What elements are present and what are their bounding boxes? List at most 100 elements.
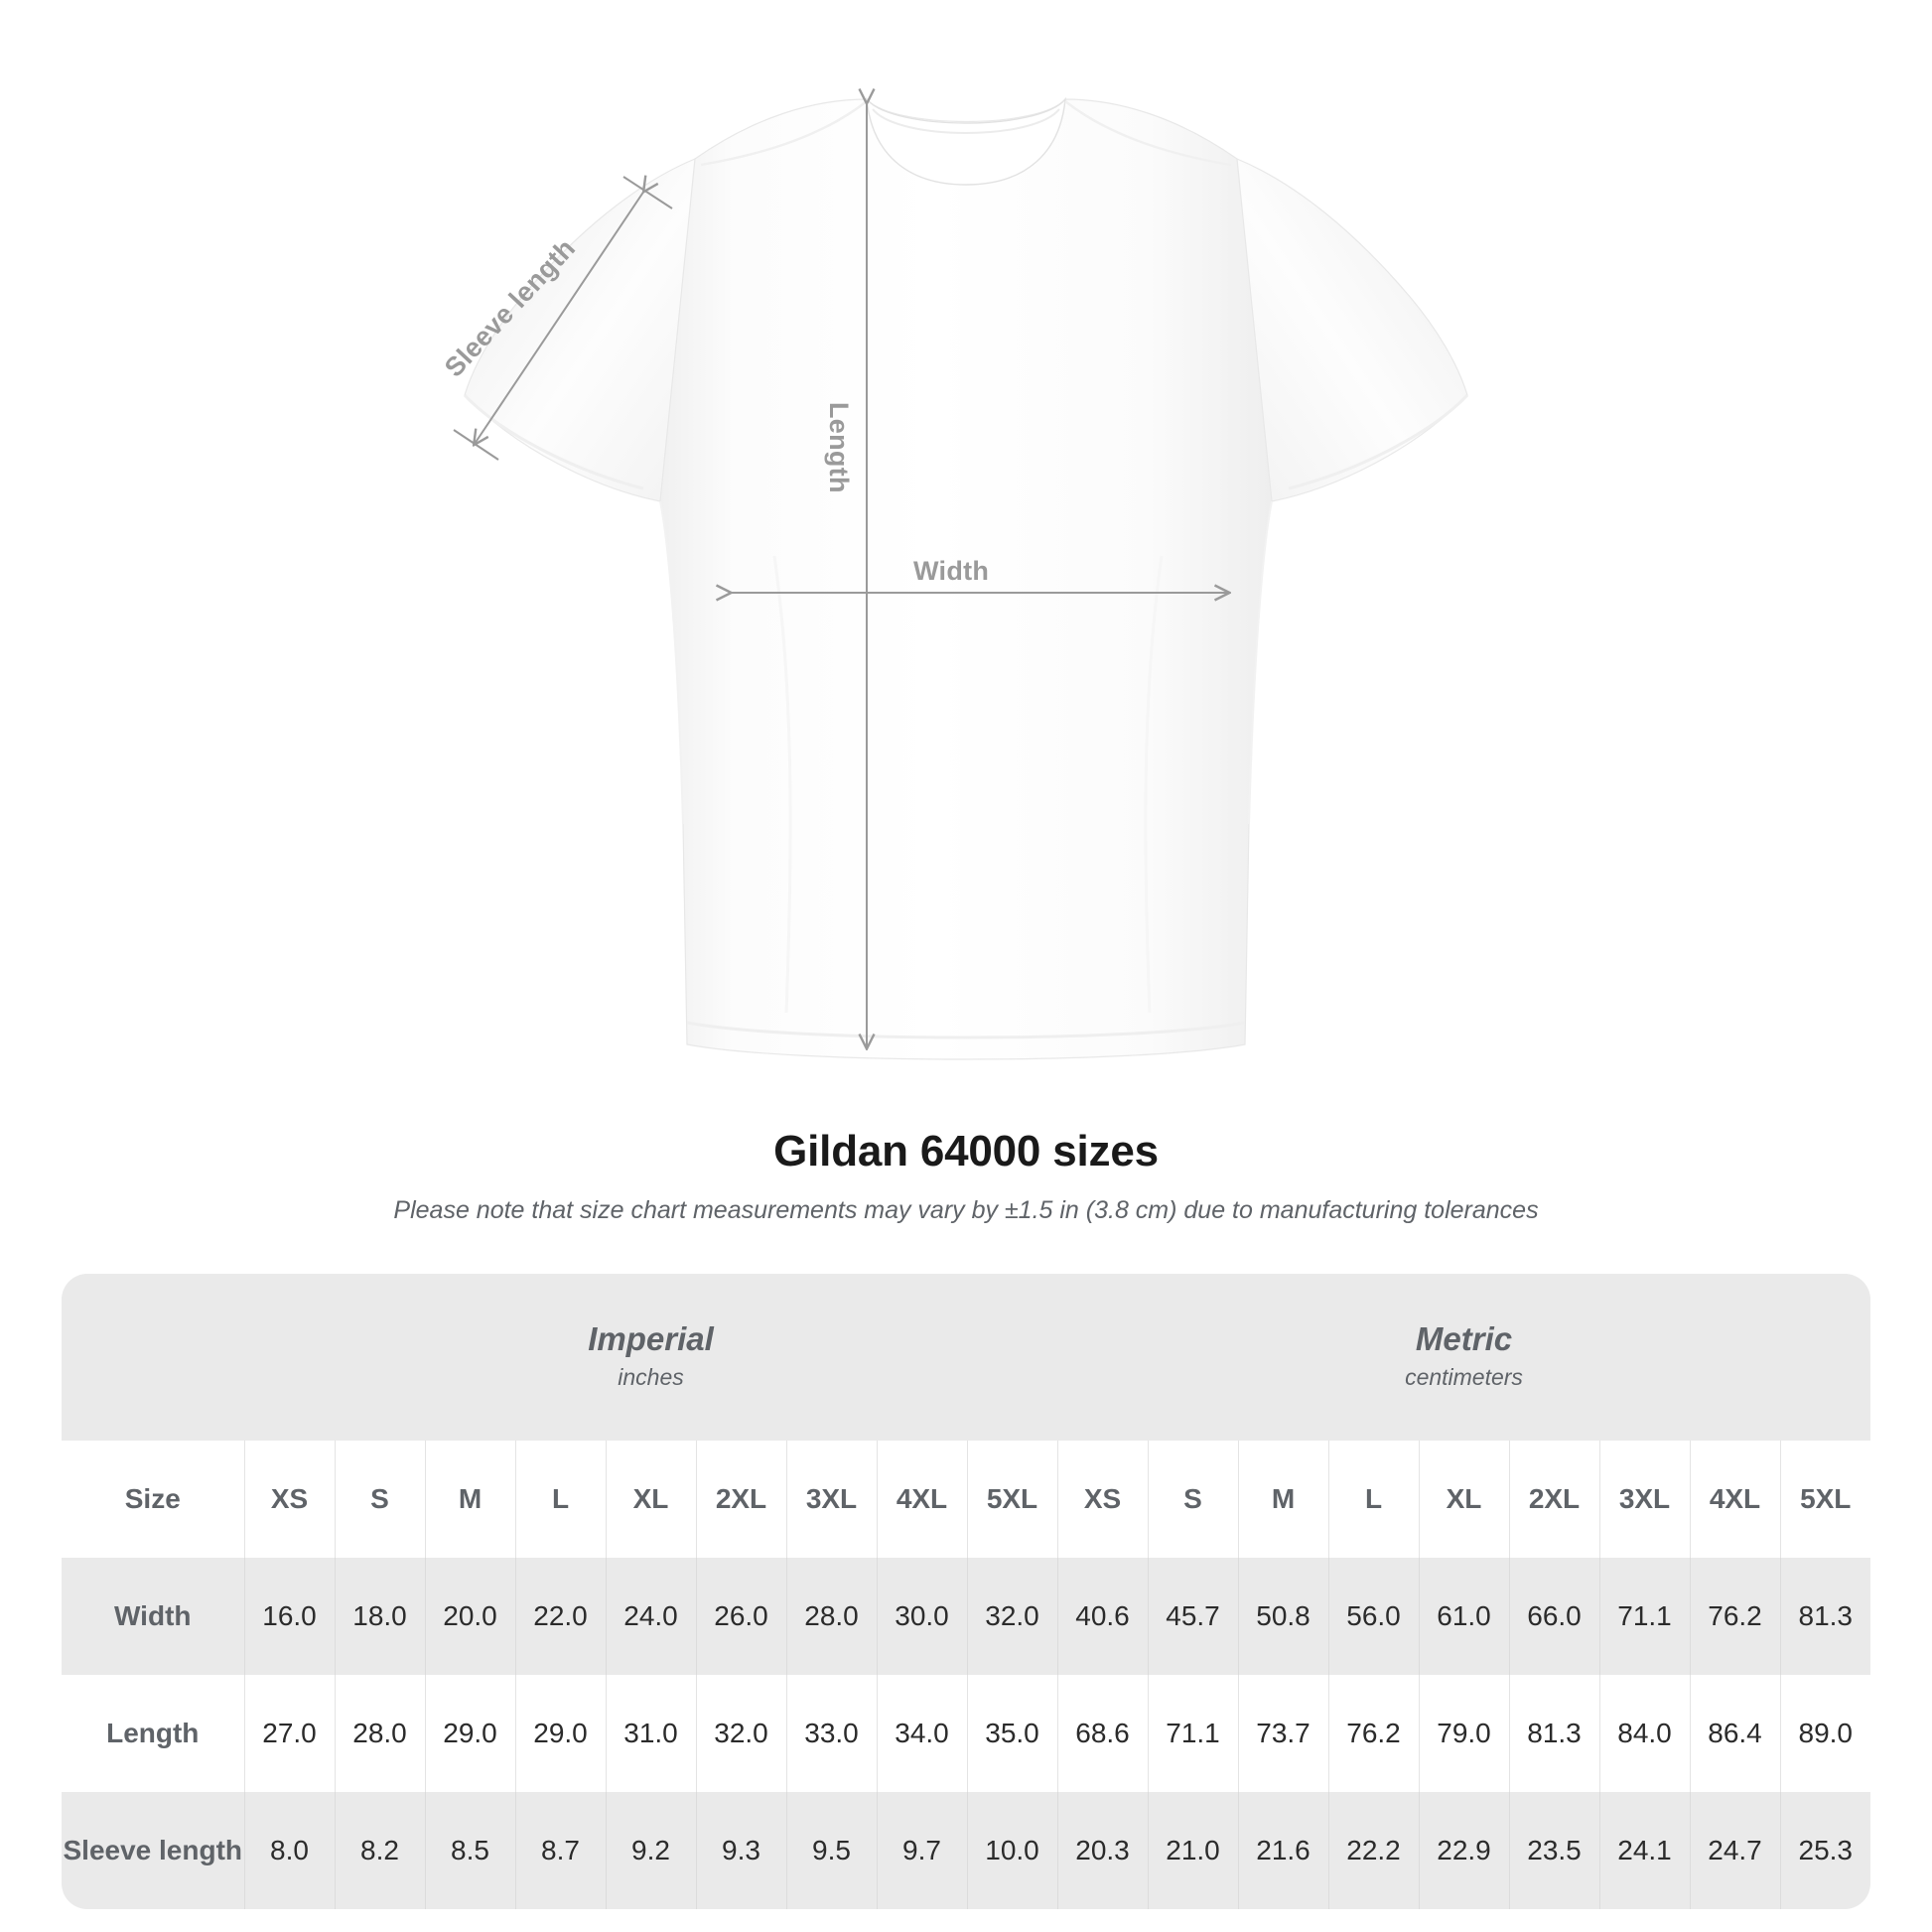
table-row: Width 16.0 18.0 20.0 22.0 24.0 26.0 28.0 30.0 32.… [62, 1558, 1870, 1675]
table-cell: 76.2 [1689, 1558, 1780, 1675]
table-row: Length 27.0 28.0 29.0 29.0 31.0 32.0 33.0 34.0 35… [62, 1675, 1870, 1792]
bottom-hem [686, 1021, 1246, 1039]
fold-right [1144, 555, 1164, 1014]
length-dimension-label: Length [824, 402, 854, 493]
chart-heading: Gildan 64000 sizes Please note that size… [0, 1127, 1932, 1225]
table-cell: 71.1 [1147, 1675, 1238, 1792]
unit-group-row: Imperial inches Metric centimeters [62, 1274, 1870, 1441]
width-dimension-label: Width [913, 556, 990, 586]
table-cell: 86.4 [1689, 1675, 1780, 1792]
table-cell: 20.0 [424, 1558, 515, 1675]
page-title: Gildan 64000 sizes [773, 1127, 1159, 1175]
table-cell: 45.7 [1147, 1558, 1238, 1675]
size-chart-table: Imperial inches Metric centimeters Size XS S M L… [62, 1274, 1870, 1909]
shirt-body [659, 98, 1273, 1060]
unit-group-imperial: Imperial inches [244, 1274, 1057, 1441]
table-cell: 31.0 [605, 1675, 696, 1792]
size-column-header: L [514, 1441, 606, 1558]
table-cell: 71.1 [1598, 1558, 1690, 1675]
left-side-seam [659, 500, 684, 825]
sleeve-tick-bottom [453, 429, 499, 461]
table-cell: 30.0 [876, 1558, 967, 1675]
size-column-header: XS [1056, 1441, 1148, 1558]
table-cell: 22.2 [1327, 1792, 1419, 1909]
tolerance-note: Please note that size chart measurements… [393, 1196, 1539, 1224]
table-cell: 84.0 [1598, 1675, 1690, 1792]
collar-seam [872, 108, 1060, 134]
fold-left [772, 555, 792, 1014]
table-cell: 35.0 [966, 1675, 1057, 1792]
table-cell: 56.0 [1327, 1558, 1419, 1675]
collar [866, 96, 1066, 186]
size-header-row: Size XS S M L XL 2XL 3XL 4XL 5XL XS S M L XL 2XL 3XL 4XL 5… [62, 1441, 1870, 1558]
size-column-header: 4XL [1689, 1441, 1780, 1558]
table-cell: 22.0 [514, 1558, 606, 1675]
table-cell: 40.6 [1056, 1558, 1148, 1675]
table-cell: 24.7 [1689, 1792, 1780, 1909]
size-header-label: Size [124, 1483, 181, 1514]
size-chart-card: Imperial inches Metric centimeters Size XS S M L… [62, 1274, 1870, 1909]
right-sleeve [1236, 158, 1468, 502]
table-cell: 22.9 [1418, 1792, 1509, 1909]
size-column-header: M [424, 1441, 515, 1558]
table-cell: 9.5 [785, 1792, 877, 1909]
size-column-header: 4XL [876, 1441, 967, 1558]
size-column-header: 5XL [966, 1441, 1057, 1558]
table-cell: 24.0 [605, 1558, 696, 1675]
dimension-lines [453, 102, 1228, 1047]
table-cell: 81.3 [1779, 1558, 1870, 1675]
table-cell: 29.0 [424, 1675, 515, 1792]
sleeve-tick-top [622, 176, 673, 209]
table-cell: 73.7 [1237, 1675, 1328, 1792]
unit-group-name: Metric [1415, 1319, 1513, 1357]
table-cell: 34.0 [876, 1675, 967, 1792]
table-cell: 8.5 [424, 1792, 515, 1909]
tshirt-diagram-svg [453, 0, 1469, 1060]
table-cell: 29.0 [514, 1675, 606, 1792]
size-column-header: S [334, 1441, 425, 1558]
table-cell: 81.3 [1508, 1675, 1599, 1792]
left-shoulder-seam [700, 100, 868, 167]
table-cell: 24.1 [1598, 1792, 1690, 1909]
table-cell: 8.0 [243, 1792, 335, 1909]
table-row: Sleeve length 8.0 8.2 8.5 8.7 9.2 9.3 9.5 9.7 10.… [62, 1792, 1870, 1909]
table-cell: 28.0 [785, 1558, 877, 1675]
right-side-seam [1248, 500, 1273, 825]
right-shoulder-seam [1064, 100, 1232, 167]
table-cell: 32.0 [966, 1558, 1057, 1675]
table-cell: 66.0 [1508, 1558, 1599, 1675]
table-cell: 18.0 [334, 1558, 425, 1675]
table-cell: 21.6 [1237, 1792, 1328, 1909]
right-sleeve-hem [1288, 393, 1469, 490]
table-cell: 20.3 [1056, 1792, 1148, 1909]
table-cell: 50.8 [1237, 1558, 1328, 1675]
size-column-header: 2XL [695, 1441, 786, 1558]
size-column-header: XL [1418, 1441, 1509, 1558]
table-cell: 61.0 [1418, 1558, 1509, 1675]
table-cell: 9.3 [695, 1792, 786, 1909]
size-column-header: 3XL [785, 1441, 877, 1558]
size-column-header: XS [243, 1441, 335, 1558]
table-cell: 16.0 [243, 1558, 335, 1675]
row-header-label: Sleeve length [63, 1835, 242, 1865]
table-cell: 76.2 [1327, 1675, 1419, 1792]
unit-group-name: Imperial [588, 1319, 714, 1357]
table-cell: 68.6 [1056, 1675, 1148, 1792]
size-column-header: 3XL [1598, 1441, 1690, 1558]
table-cell: 9.2 [605, 1792, 696, 1909]
unit-row-spacer [62, 1274, 244, 1441]
table-cell: 10.0 [966, 1792, 1057, 1909]
size-column-header: M [1237, 1441, 1328, 1558]
unit-group-metric: Metric centimeters [1057, 1274, 1870, 1441]
sleeve-length-arrow [475, 191, 644, 444]
size-column-header: 2XL [1508, 1441, 1599, 1558]
table-cell: 8.2 [334, 1792, 425, 1909]
table-cell: 79.0 [1418, 1675, 1509, 1792]
size-column-header: 5XL [1779, 1441, 1870, 1558]
unit-group-unit: inches [618, 1364, 684, 1391]
table-cell: 9.7 [876, 1792, 967, 1909]
row-header-label: Length [106, 1718, 200, 1748]
table-cell: 21.0 [1147, 1792, 1238, 1909]
table-cell: 28.0 [334, 1675, 425, 1792]
table-cell: 25.3 [1779, 1792, 1870, 1909]
